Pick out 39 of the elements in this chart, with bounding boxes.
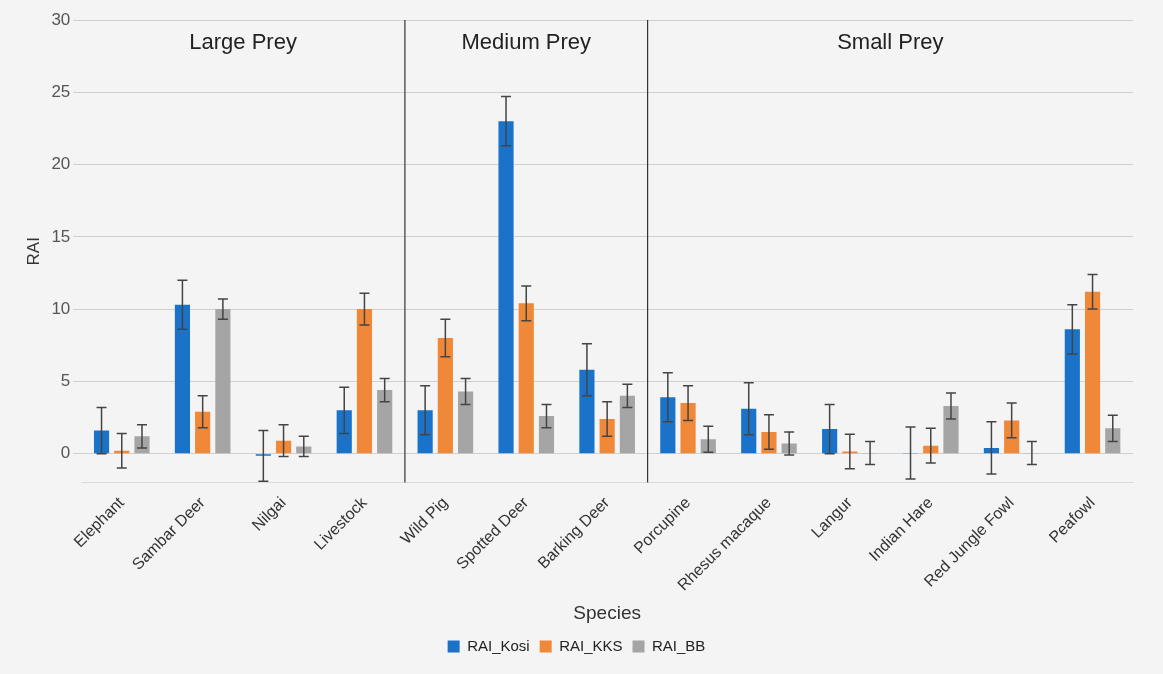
y-axis-title: RAI xyxy=(23,237,43,266)
bar xyxy=(437,338,453,454)
bar xyxy=(579,369,595,454)
bar xyxy=(336,410,352,454)
bar xyxy=(599,418,615,454)
bar xyxy=(660,397,676,454)
y-tick-label: 25 xyxy=(51,81,71,101)
bar xyxy=(943,405,959,454)
bar xyxy=(1105,428,1121,454)
y-tick-label: 30 xyxy=(51,9,71,29)
legend-label: RAI_BB xyxy=(652,636,706,654)
bar xyxy=(538,416,555,454)
bar xyxy=(174,304,191,454)
bar xyxy=(458,391,474,454)
bar xyxy=(93,430,110,454)
bar xyxy=(1084,291,1101,454)
y-tick-label: 20 xyxy=(51,154,71,174)
bar xyxy=(498,121,514,454)
x-axis-title: Species xyxy=(573,601,641,623)
y-tick-label: 5 xyxy=(60,371,71,391)
bar xyxy=(619,395,635,454)
bar xyxy=(195,411,211,454)
y-tick-label: 10 xyxy=(51,298,71,318)
bar xyxy=(356,309,373,454)
legend-label: RAI_KKS xyxy=(559,636,623,654)
bar xyxy=(822,429,838,454)
bar xyxy=(215,309,231,454)
annotation: Medium Prey xyxy=(461,29,592,55)
legend-label: RAI_Kosi xyxy=(467,636,530,654)
y-tick-label: 15 xyxy=(51,226,71,246)
bar xyxy=(1004,420,1020,454)
bar xyxy=(680,403,696,454)
annotation: Small Prey xyxy=(837,29,944,55)
bar xyxy=(1064,329,1080,454)
bar xyxy=(741,408,757,454)
y-tick-label: 0 xyxy=(60,443,71,463)
annotation: Large Prey xyxy=(189,29,297,55)
bar xyxy=(377,390,393,454)
bar xyxy=(518,303,534,454)
